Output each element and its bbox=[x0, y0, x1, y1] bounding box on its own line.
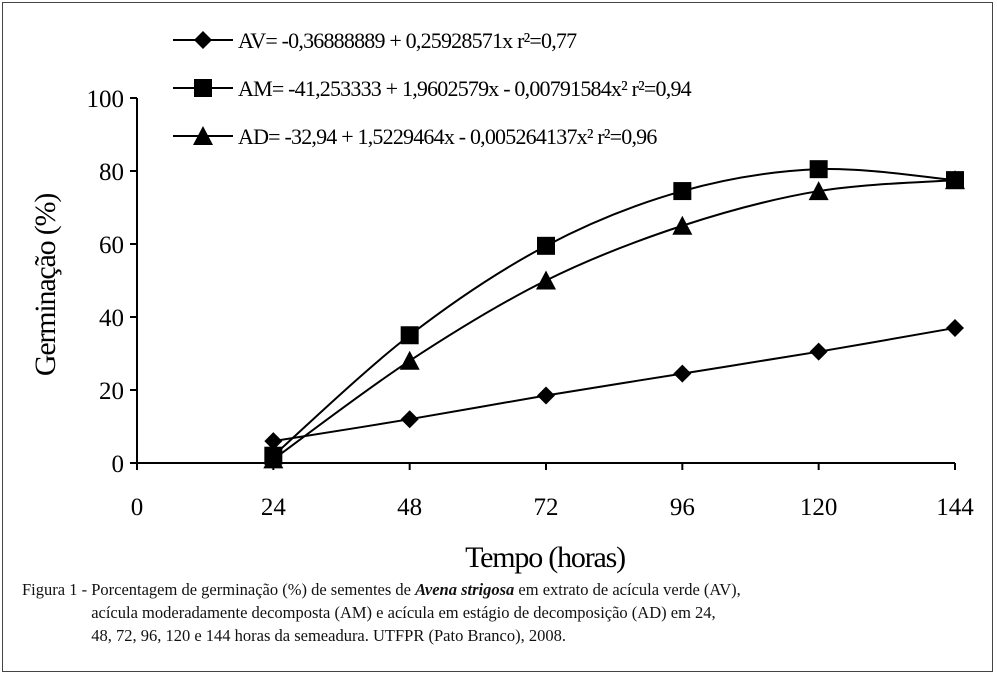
series-ad-line bbox=[272, 179, 956, 461]
series-av-point bbox=[537, 386, 555, 405]
series-ad-point bbox=[399, 350, 420, 370]
y-tick-label: 40 bbox=[99, 305, 124, 332]
legend-av-label: AV= -0,36888889 + 0,25928571x r²=0,77 bbox=[238, 28, 577, 53]
series-am-point bbox=[537, 236, 555, 255]
series-am-point bbox=[400, 326, 419, 345]
legend-ad-marker bbox=[193, 126, 213, 145]
caption-species: Avena strigosa bbox=[415, 580, 515, 599]
x-tick-label: 24 bbox=[261, 494, 287, 521]
legend-am-marker bbox=[194, 79, 212, 97]
caption-prefix: Figura 1 - bbox=[22, 580, 92, 599]
caption-line1-start: Porcentagem de germinação (%) de semente… bbox=[91, 580, 416, 599]
germination-chart: 0 20 40 60 80 100 0 24 48 72 96 120 144 AV= -0,36888… bbox=[29, 28, 975, 574]
x-axis-title: Tempo (horas) bbox=[465, 541, 625, 574]
y-tick-label: 80 bbox=[99, 159, 124, 186]
y-axis-title: Germinação (%) bbox=[29, 194, 62, 376]
series-am-line bbox=[272, 167, 956, 457]
caption-line2: acícula moderadamente decomposta (AM) e … bbox=[91, 603, 716, 622]
series-av-point bbox=[809, 342, 828, 361]
x-tick-label: 72 bbox=[534, 494, 559, 521]
x-tick-label: 144 bbox=[936, 494, 974, 521]
series-av-point bbox=[673, 364, 692, 383]
x-tick-label: 0 bbox=[131, 494, 144, 521]
y-tick-label: 20 bbox=[99, 378, 124, 405]
y-tick-label: 0 bbox=[112, 451, 125, 478]
legend-ad-label: AD= -32,94 + 1,5229464x - 0,005264137x² … bbox=[238, 124, 657, 149]
legend-av-marker bbox=[194, 31, 212, 49]
series-av-line bbox=[273, 326, 956, 443]
x-tick-label: 120 bbox=[800, 494, 838, 521]
markers-layer bbox=[263, 160, 965, 469]
legend-am-label: AM= -41,253333 + 1,9602579x - 0,00791584… bbox=[238, 76, 692, 101]
legend: AV= -0,36888889 + 0,25928571x r²=0,77 AM=… bbox=[173, 28, 692, 149]
series-ad-point bbox=[536, 270, 556, 290]
series-av-point bbox=[400, 410, 419, 429]
curves-layer bbox=[272, 167, 956, 461]
series-am-point bbox=[673, 182, 692, 201]
series-av-point bbox=[946, 318, 964, 337]
series-ad-point bbox=[808, 181, 829, 201]
y-tick-label: 100 bbox=[87, 86, 125, 113]
series-av-point bbox=[264, 432, 283, 451]
caption-line3: 48, 72, 96, 120 e 144 horas da semeadura… bbox=[91, 626, 566, 645]
x-tick-label: 48 bbox=[397, 494, 422, 521]
series-ad-point bbox=[945, 170, 965, 190]
series-am-point bbox=[809, 160, 828, 179]
series-ad-point bbox=[672, 215, 693, 235]
x-tick-label: 96 bbox=[670, 494, 695, 521]
y-tick-label: 60 bbox=[99, 232, 124, 259]
figure-caption: Figura 1 - Porcentagem de germinação (%)… bbox=[22, 578, 982, 647]
caption-line1-end: em extrato de acícula verde (AV), bbox=[514, 580, 741, 599]
axes-layer: 0 20 40 60 80 100 0 24 48 72 96 120 144 bbox=[87, 86, 975, 521]
